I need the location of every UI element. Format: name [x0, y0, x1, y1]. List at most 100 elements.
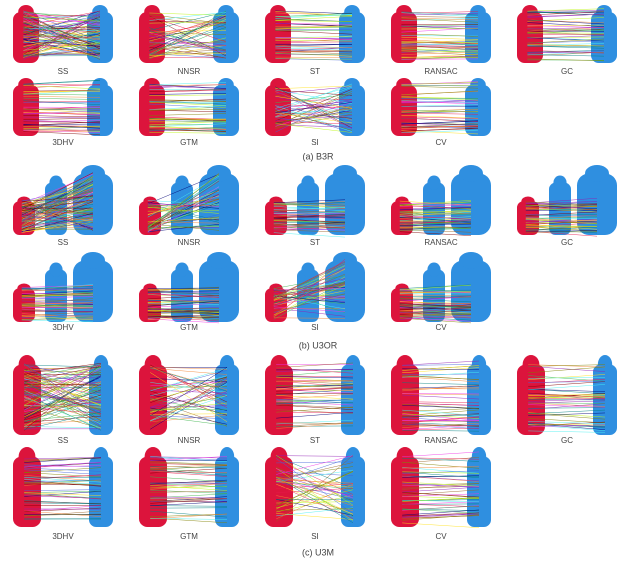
correspondence [402, 505, 480, 511]
correspondence [276, 406, 354, 413]
correspondence [147, 178, 220, 227]
correspondence [275, 10, 353, 15]
correspondence [525, 201, 598, 206]
correspondence [527, 27, 605, 32]
thumbnail [391, 165, 491, 236]
correspondence [399, 207, 472, 211]
correspondence [273, 280, 346, 297]
correspondence [149, 105, 227, 110]
correspondence [401, 130, 479, 135]
shape-head [427, 262, 441, 277]
correspondence [147, 224, 220, 229]
correspondence [150, 496, 228, 499]
correspondence [23, 117, 101, 120]
correspondence [275, 90, 353, 129]
correspondence [23, 40, 101, 58]
correspondence [399, 212, 472, 214]
correspondence [401, 11, 479, 14]
correspondence [399, 223, 472, 226]
correspondence [275, 85, 353, 89]
method-label: SI [311, 138, 319, 147]
correspondence [527, 45, 605, 49]
correspondence [24, 374, 102, 416]
shape-body [139, 456, 167, 527]
correspondence [527, 19, 605, 25]
correspondence [273, 232, 346, 238]
correspondence [23, 27, 101, 32]
correspondence [399, 284, 472, 289]
thumbnail [13, 165, 113, 235]
correspondence [24, 467, 102, 473]
correspondence [401, 48, 479, 53]
correspondence [149, 21, 227, 42]
correspondence [21, 220, 94, 223]
correspondence [401, 16, 479, 18]
correspondence [525, 203, 598, 205]
correspondence [24, 366, 102, 382]
correspondence [528, 366, 606, 372]
correspondence [149, 127, 227, 132]
correspondence [402, 471, 480, 479]
correspondence [21, 176, 94, 211]
correspondence [150, 402, 228, 412]
shape-head [81, 252, 105, 269]
correspondence [24, 381, 102, 428]
correspondence [528, 418, 606, 424]
correspondence [21, 208, 94, 222]
correspondence [273, 281, 346, 307]
correspondence [24, 364, 102, 400]
correspondence [273, 219, 346, 222]
correspondence [527, 10, 605, 14]
correspondence [399, 305, 472, 308]
thumbnail [13, 78, 113, 136]
correspondence [147, 286, 220, 292]
correspondence [399, 295, 472, 302]
correspondence [402, 404, 480, 409]
correspondence [276, 501, 354, 504]
correspondence [399, 307, 472, 314]
correspondence [276, 385, 354, 388]
correspondence [150, 484, 228, 491]
correspondence [525, 205, 598, 208]
correspondence [147, 314, 220, 319]
correspondence [402, 393, 480, 395]
correspondence [150, 415, 228, 419]
correspondence [24, 465, 102, 468]
correspondence [402, 481, 480, 487]
correspondence [150, 415, 228, 426]
correspondence [21, 205, 94, 230]
correspondence [401, 48, 479, 51]
correspondence [24, 464, 102, 468]
correspondence [275, 13, 353, 18]
correspondence [401, 85, 479, 89]
correspondence [402, 422, 480, 426]
correspondence [23, 131, 101, 136]
correspondence [21, 309, 94, 313]
correspondence [21, 201, 94, 207]
correspondence [275, 35, 353, 40]
shape-head [81, 165, 105, 182]
correspondence [402, 360, 480, 366]
correspondence [24, 406, 102, 429]
correspondence [21, 292, 94, 296]
correspondence [402, 515, 480, 519]
correspondence [23, 31, 101, 45]
correspondence [21, 290, 94, 295]
correspondence [23, 116, 101, 119]
correspondence [24, 370, 102, 373]
correspondence [276, 455, 354, 457]
correspondence [528, 393, 606, 396]
shape-head [49, 175, 63, 190]
thumbnail [391, 78, 491, 136]
correspondence [401, 33, 479, 37]
correspondence [402, 512, 480, 517]
correspondence [23, 11, 101, 59]
correspondence [23, 22, 101, 44]
correspondence [402, 404, 480, 409]
correspondence [23, 85, 101, 90]
correspondence [147, 206, 220, 214]
correspondence [276, 368, 354, 372]
correspondence [21, 220, 94, 228]
correspondence [402, 486, 480, 493]
correspondence [24, 483, 102, 486]
